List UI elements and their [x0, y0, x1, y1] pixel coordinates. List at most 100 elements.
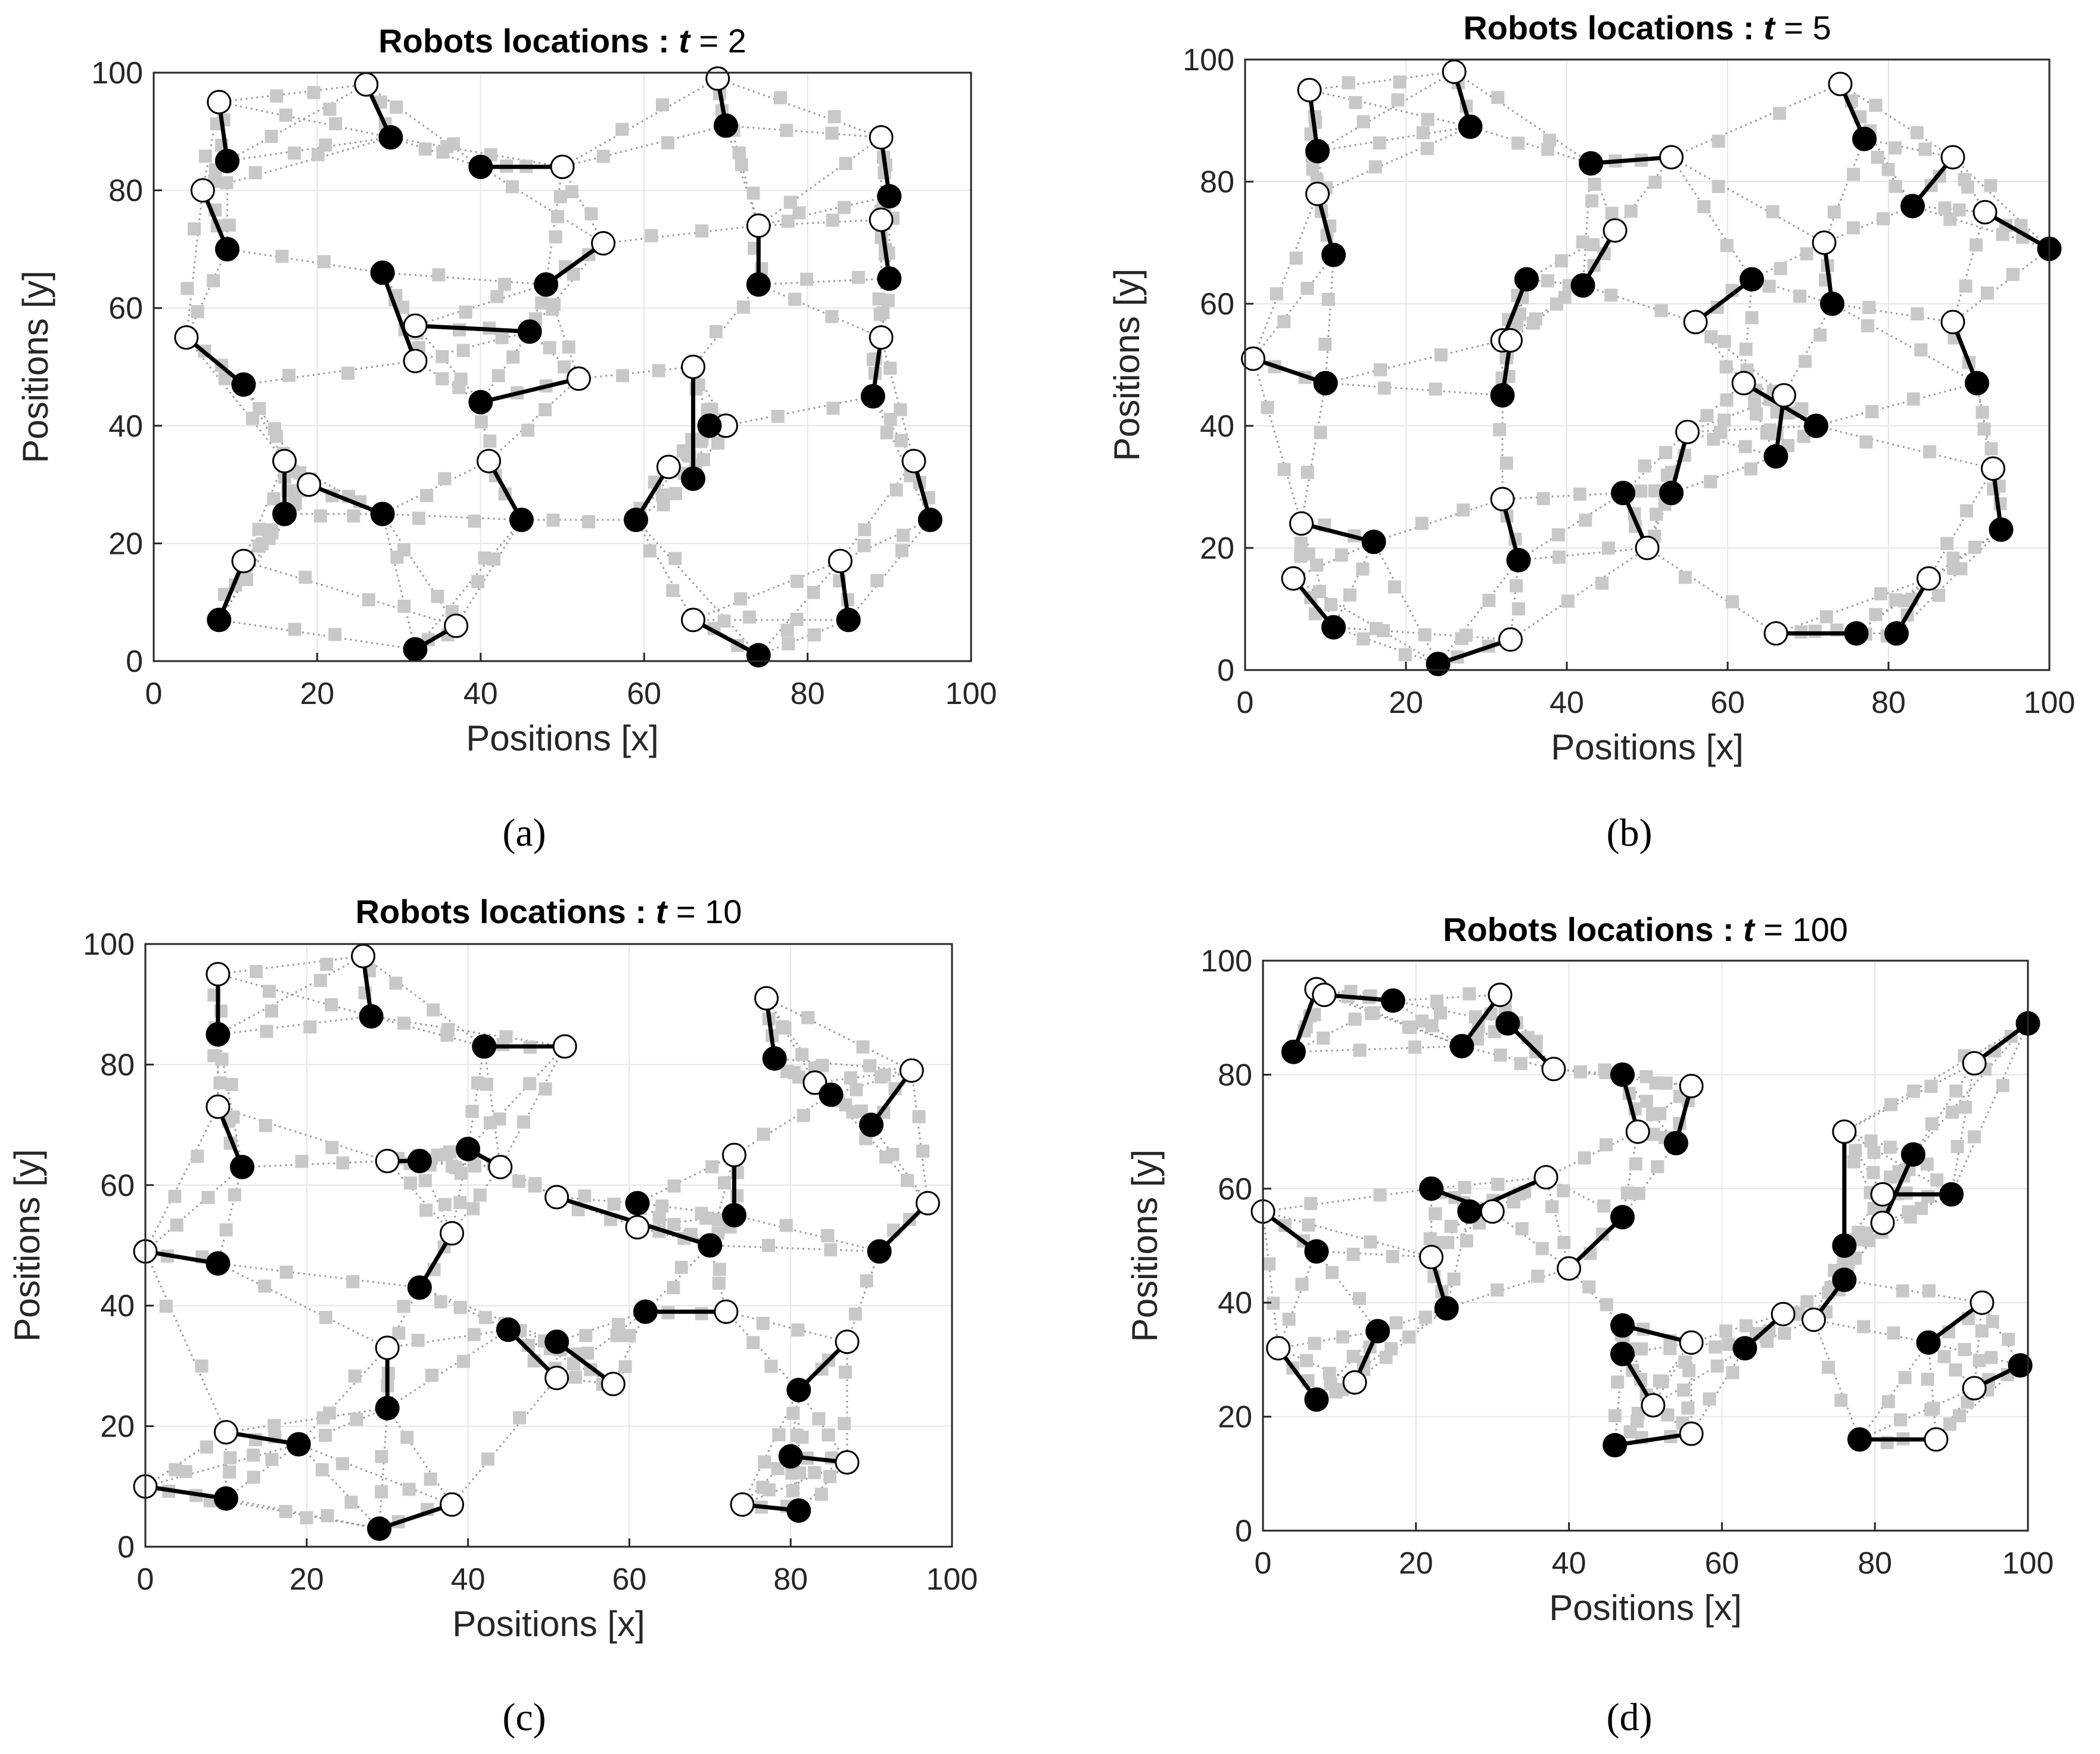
x-tick-label: 80 — [773, 1562, 808, 1597]
target-point — [566, 366, 591, 391]
network-edge — [1840, 83, 1953, 158]
trajectory-marker — [438, 472, 452, 485]
trajectory-marker — [181, 282, 194, 295]
trajectory-marker — [505, 180, 519, 194]
trajectory-marker — [1946, 1105, 1959, 1119]
trajectory-marker — [1739, 342, 1753, 356]
robot-point — [1304, 1239, 1329, 1264]
trajectory-marker — [1984, 1351, 1998, 1364]
trajectory-marker — [709, 325, 723, 338]
target-point — [231, 549, 256, 574]
trajectory-marker — [1578, 1151, 1591, 1165]
panel-label-d: (d) — [1607, 1696, 1653, 1739]
y-tick-label: 100 — [1200, 944, 1252, 979]
target-point — [1289, 511, 1314, 536]
y-axis-label: Positions [y] — [15, 270, 55, 463]
trajectory-marker — [1585, 194, 1599, 208]
network-edge — [758, 136, 882, 227]
network-edge — [1844, 1194, 1952, 1247]
target-point — [625, 1215, 650, 1240]
trajectory-marker — [1531, 1269, 1545, 1283]
network-edge — [467, 1046, 486, 1149]
target-point — [440, 1492, 465, 1517]
trajectory-marker — [497, 278, 511, 291]
panel-label-c: (c) — [502, 1696, 546, 1739]
trajectory-marker — [320, 958, 334, 971]
trajectory-marker — [579, 1329, 593, 1342]
trajectory-marker — [480, 1077, 493, 1091]
assignment-link — [225, 1430, 299, 1447]
trajectory-marker — [1459, 628, 1473, 642]
target-point — [1442, 60, 1467, 84]
trajectory-marker — [279, 108, 293, 122]
trajectory-marker — [558, 360, 571, 374]
network-edge — [371, 1015, 485, 1048]
trajectory-marker — [517, 1115, 530, 1129]
trajectory-marker — [1712, 135, 1725, 148]
network-edge — [798, 1390, 848, 1463]
target-point — [705, 66, 730, 91]
network-edge — [1694, 321, 1745, 384]
network-edge — [387, 1160, 453, 1234]
target-point — [1498, 328, 1523, 353]
x-tick-label: 40 — [451, 1562, 486, 1597]
robot-point — [456, 1136, 481, 1161]
trajectory-marker — [1346, 1248, 1360, 1261]
robot-point — [206, 1251, 231, 1276]
trajectory-marker — [1663, 1342, 1677, 1356]
trajectory-marker — [1514, 1057, 1527, 1070]
robot-point — [819, 1082, 844, 1107]
robot-points — [206, 1004, 892, 1541]
trajectory-marker — [711, 437, 724, 450]
trajectory-marker — [1356, 562, 1370, 576]
trajectory-marker — [350, 1412, 363, 1426]
trajectory-marker — [1876, 212, 1890, 226]
target-point — [1801, 1307, 1826, 1332]
trajectory-marker — [549, 230, 562, 244]
robot-point — [367, 1516, 392, 1541]
target-point — [1731, 370, 1756, 395]
trajectory-marker — [896, 528, 910, 542]
trajectory-marker — [267, 1419, 281, 1432]
robot-point — [1305, 139, 1330, 164]
trajectory-marker — [1739, 1319, 1753, 1333]
x-tick-label: 100 — [945, 677, 997, 711]
trajectory-marker — [1800, 1295, 1814, 1309]
trajectory-marker — [1762, 279, 1776, 293]
trajectory-marker — [616, 369, 630, 382]
trajectory-marker — [1561, 594, 1575, 608]
trajectory-marker — [282, 369, 296, 382]
network-edge — [242, 460, 285, 562]
trajectory-marker — [669, 487, 683, 500]
network-edge — [219, 619, 416, 650]
trajectory-marker — [1368, 160, 1382, 174]
trajectory-marker — [328, 628, 342, 641]
trajectory-marker — [1312, 585, 1326, 599]
trajectory-marker — [1631, 1407, 1645, 1420]
trajectory-marker — [346, 1275, 360, 1288]
target-point — [1832, 1119, 1857, 1144]
network-edge — [1545, 1130, 1638, 1179]
trajectory-marker — [1869, 98, 1883, 112]
trajectory-marker — [823, 1470, 837, 1484]
trajectory-marker — [490, 289, 504, 303]
network-edge — [1622, 1131, 1639, 1217]
trajectory-marker — [1377, 381, 1391, 395]
x-tick-label: 20 — [300, 677, 334, 711]
trajectory-marker — [1865, 405, 1879, 419]
network-edge — [603, 225, 759, 245]
chart-title-variable: t — [1743, 911, 1763, 948]
trajectory-marker — [1921, 1189, 1935, 1203]
target-point — [681, 607, 706, 633]
target-point — [1940, 310, 1965, 335]
network-edge — [637, 1202, 711, 1247]
trajectory-marker — [655, 488, 669, 502]
trajectory-marker — [1334, 549, 1348, 562]
trajectory-marker — [1744, 462, 1757, 476]
network-edge — [1262, 1188, 1432, 1213]
network-edge — [415, 331, 530, 362]
network-edge — [219, 83, 366, 103]
trajectory-marker — [780, 123, 794, 137]
trajectory-marker — [667, 1217, 681, 1231]
subplot-a: 0 20 40 60 80 100 0 20 40 60 80 100 Positions [x] Pos… — [15, 22, 997, 758]
